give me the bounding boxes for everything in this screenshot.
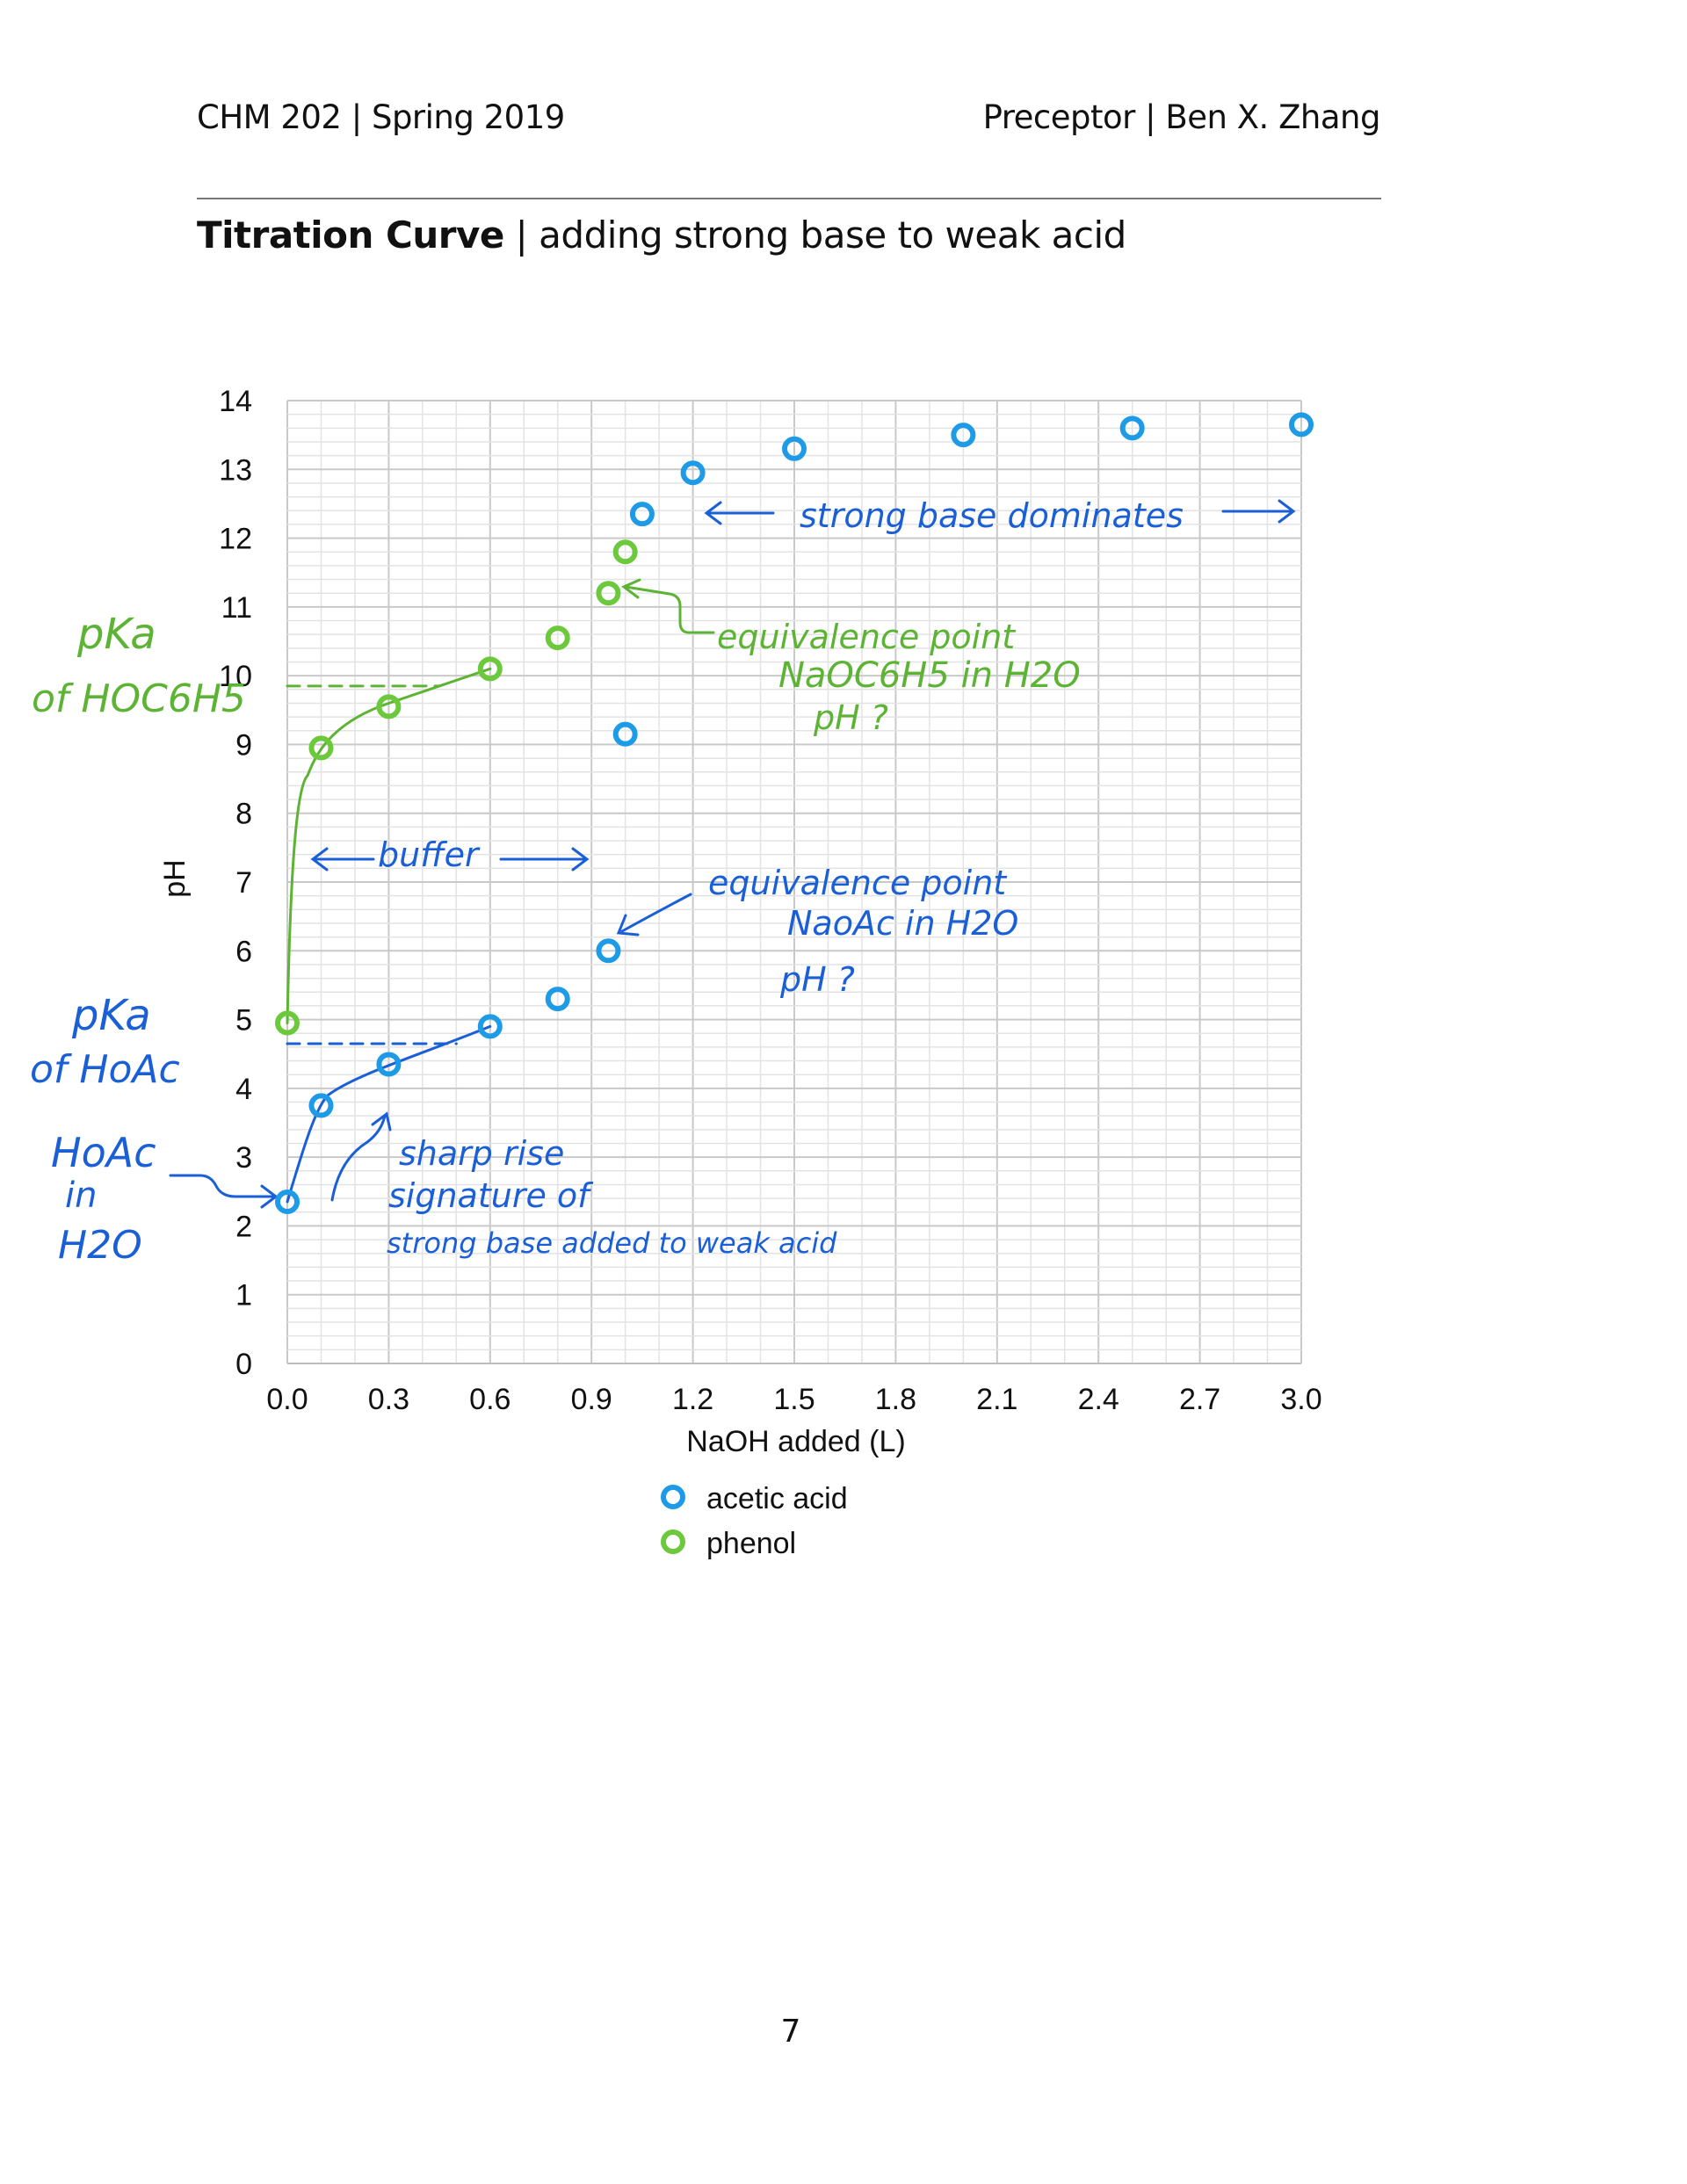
acetic-point [1119, 416, 1145, 441]
hoac-arrow [169, 1174, 279, 1209]
y-tick-label: 7 [235, 866, 252, 900]
legend: acetic acid phenol [661, 1482, 848, 1560]
sharp-rise-line2: signature of [388, 1176, 594, 1215]
eq-phenol-line1: equivalence point [717, 618, 1017, 656]
acetic-point [951, 423, 976, 448]
x-tick-label: 3.0 [1280, 1383, 1321, 1416]
y-tick-label: 14 [219, 385, 252, 418]
y-tick-label: 6 [235, 935, 252, 968]
pka-phenol-line1: pKa [76, 610, 156, 659]
phenol-curve [286, 667, 492, 1024]
phenol-point [612, 539, 638, 565]
header-preceptor: Preceptor | Ben X. Zhang [982, 98, 1381, 136]
x-tick-label: 1.2 [672, 1383, 713, 1416]
y-axis-label: pH [158, 859, 192, 897]
chart-ticks: 0.0 0.3 0.6 0.9 1.2 1.5 1.8 2.1 2.4 2.7 3.00123456… [219, 385, 1321, 1416]
eq-phenol-arrow [621, 578, 715, 634]
acetic-point [1289, 412, 1314, 438]
title-bold: Titration Curve [197, 213, 504, 257]
phenol-point [376, 694, 402, 720]
y-tick-label: 8 [235, 798, 252, 831]
x-tick-label: 1.5 [773, 1383, 815, 1416]
hoac-line1: HoAc [51, 1129, 156, 1176]
eq-acetic-line2: NaoAc in H2O [787, 904, 1018, 943]
buffer-arrow-left [310, 847, 375, 871]
acetic-point [308, 1093, 334, 1118]
legend-label-acetic: acetic acid [706, 1482, 848, 1515]
y-tick-label: 0 [235, 1348, 252, 1381]
phenol-point [308, 735, 334, 761]
acetic-curve [286, 1024, 492, 1204]
x-tick-label: 0.6 [469, 1383, 510, 1416]
acetic-point [275, 1190, 300, 1215]
y-tick-label: 11 [221, 591, 252, 625]
legend-label-phenol: phenol [706, 1527, 796, 1560]
sharp-rise-arrow [330, 1111, 392, 1202]
data-points [275, 412, 1314, 1215]
header-divider [197, 198, 1381, 199]
phenol-point [545, 626, 570, 651]
y-tick-label: 13 [219, 453, 252, 487]
title-rest: | adding strong base to weak acid [503, 213, 1127, 257]
x-tick-label: 1.8 [875, 1383, 916, 1416]
legend-marker-phenol [661, 1530, 685, 1554]
legend-marker-acetic [661, 1485, 685, 1509]
page-number: 7 [780, 2014, 801, 2050]
strong-base-arrow-left [704, 501, 775, 525]
phenol-point [275, 1010, 300, 1036]
acetic-point [680, 460, 706, 486]
acetic-point [477, 1014, 503, 1039]
x-tick-label: 2.1 [976, 1383, 1017, 1416]
y-tick-label: 1 [235, 1279, 252, 1313]
y-tick-label: 9 [235, 728, 252, 762]
eq-phenol-line2: NaOC6H5 in H2O [778, 655, 1081, 696]
x-tick-label: 0.3 [368, 1383, 409, 1416]
y-tick-label: 4 [235, 1073, 252, 1106]
phenol-point [596, 581, 621, 606]
buffer-arrow-right [499, 847, 590, 871]
y-tick-label: 12 [219, 523, 252, 556]
x-tick-label: 2.4 [1078, 1383, 1119, 1416]
acetic-point [629, 502, 655, 527]
acetic-point [612, 721, 638, 747]
acetic-point [782, 436, 807, 461]
acetic-point [596, 938, 621, 964]
phenol-point [477, 656, 503, 682]
y-tick-label: 10 [219, 660, 252, 693]
pka-phenol-line2: of HOC6H5 [32, 676, 246, 721]
pka-acetic-line1: pKa [71, 991, 151, 1040]
eq-acetic-line3: pH ? [779, 960, 855, 999]
acetic-point [545, 987, 570, 1012]
y-tick-label: 3 [235, 1141, 252, 1175]
hoac-line3: H2O [58, 1223, 142, 1268]
y-tick-label: 2 [235, 1210, 252, 1243]
x-tick-label: 0.9 [571, 1383, 612, 1416]
sharp-rise-line1: sharp rise [399, 1134, 564, 1173]
page-title: Titration Curve | adding strong base to … [197, 213, 1126, 257]
hoac-line2: in [65, 1175, 97, 1216]
phenol-annotations: pKa of HOC6H5 equivalence point NaOC6H5 … [32, 610, 1081, 737]
y-tick-label: 5 [235, 1004, 252, 1038]
eq-acetic-arrow [616, 893, 692, 937]
x-tick-label: 2.7 [1179, 1383, 1220, 1416]
pka-acetic-line2: of HoAc [30, 1047, 180, 1092]
strong-base-label: strong base dominates [800, 496, 1184, 535]
eq-phenol-line3: pH ? [813, 698, 888, 737]
header-course: CHM 202 | Spring 2019 [197, 98, 565, 136]
eq-acetic-line1: equivalence point [708, 864, 1008, 902]
acetic-point [376, 1052, 402, 1077]
x-tick-label: 0.0 [266, 1383, 308, 1416]
chart-grid [286, 400, 1302, 1364]
titration-chart: 0.0 0.3 0.6 0.9 1.2 1.5 1.8 2.1 2.4 2.7 3.00123456… [30, 385, 1322, 1560]
strong-base-arrow-right [1221, 499, 1296, 524]
annotation-lines [169, 499, 1296, 1209]
sharp-rise-line3: strong base added to weak acid [387, 1226, 837, 1260]
buffer-label: buffer [378, 835, 481, 874]
acetic-annotations: pKa of HoAc HoAc in H2O buffer strong ba… [30, 496, 1184, 1268]
x-axis-label: NaOH added (L) [686, 1425, 905, 1458]
